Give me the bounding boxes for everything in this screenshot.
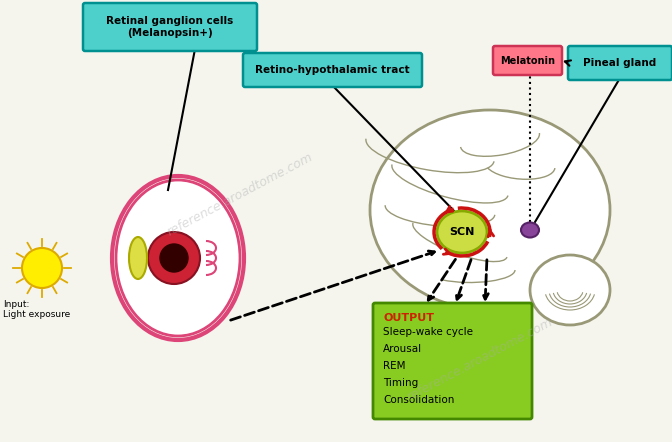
Ellipse shape (530, 255, 610, 325)
Circle shape (160, 244, 188, 272)
Ellipse shape (148, 232, 200, 284)
Ellipse shape (437, 211, 487, 253)
Text: Timing: Timing (383, 378, 418, 388)
Ellipse shape (521, 222, 539, 237)
Text: reference.aroadtome.com: reference.aroadtome.com (405, 316, 555, 404)
Text: Pineal gland: Pineal gland (583, 58, 657, 68)
Text: OUTPUT: OUTPUT (383, 313, 434, 323)
FancyBboxPatch shape (83, 3, 257, 51)
Text: Retinal ganglion cells
(Melanopsin+): Retinal ganglion cells (Melanopsin+) (106, 16, 234, 38)
Text: Input:
Light exposure: Input: Light exposure (3, 300, 71, 320)
FancyBboxPatch shape (243, 53, 422, 87)
Text: SCN: SCN (450, 227, 474, 237)
Ellipse shape (116, 180, 240, 336)
FancyBboxPatch shape (568, 46, 672, 80)
Text: Consolidation: Consolidation (383, 395, 454, 405)
Ellipse shape (129, 237, 147, 279)
Ellipse shape (370, 110, 610, 310)
Text: Sleep-wake cycle: Sleep-wake cycle (383, 327, 473, 337)
Text: Arousal: Arousal (383, 344, 422, 354)
Circle shape (22, 248, 62, 288)
FancyBboxPatch shape (373, 303, 532, 419)
FancyBboxPatch shape (493, 46, 562, 75)
Text: reference.aroadtome.com: reference.aroadtome.com (165, 151, 315, 239)
Text: Retino-hypothalamic tract: Retino-hypothalamic tract (255, 65, 410, 75)
Text: Melatonin: Melatonin (500, 56, 555, 65)
Text: REM: REM (383, 361, 405, 371)
